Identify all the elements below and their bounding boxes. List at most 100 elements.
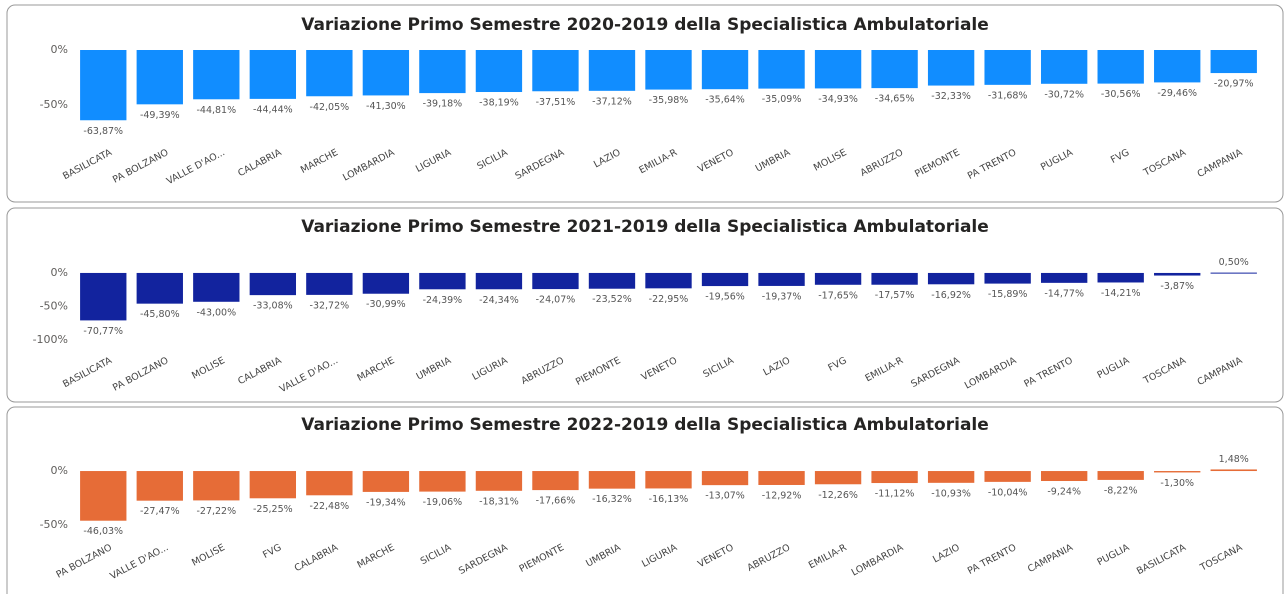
bar bbox=[758, 272, 805, 286]
value-label: 0,50% bbox=[1219, 257, 1249, 268]
bar bbox=[532, 50, 579, 92]
value-label: -44,81% bbox=[196, 105, 236, 116]
bar bbox=[758, 471, 805, 485]
chart-title: Variazione Primo Semestre 2020-2019 dell… bbox=[301, 15, 989, 35]
value-label: -22,95% bbox=[649, 294, 689, 305]
value-label: -34,93% bbox=[818, 94, 858, 105]
bar bbox=[475, 471, 523, 491]
bar bbox=[927, 50, 975, 86]
bar bbox=[419, 272, 466, 290]
value-label: -63,87% bbox=[83, 126, 123, 137]
value-label: -8,22% bbox=[1104, 485, 1138, 496]
value-label: -12,92% bbox=[762, 490, 802, 501]
bar bbox=[1097, 50, 1144, 84]
bar bbox=[588, 50, 636, 91]
value-label: -17,57% bbox=[875, 290, 915, 301]
value-label: -31,68% bbox=[988, 90, 1028, 101]
bar bbox=[871, 471, 918, 484]
value-label: -3,87% bbox=[1160, 281, 1194, 292]
panel bbox=[6, 406, 1284, 594]
value-label: -24,07% bbox=[536, 295, 576, 306]
bar bbox=[1040, 272, 1088, 283]
value-label: -16,92% bbox=[931, 290, 971, 301]
bar bbox=[1097, 471, 1144, 480]
value-label: -39,18% bbox=[423, 99, 463, 110]
bar bbox=[249, 50, 297, 99]
y-tick-label: -50% bbox=[40, 98, 68, 111]
bar bbox=[419, 50, 466, 94]
value-label: -27,22% bbox=[196, 506, 236, 517]
bar bbox=[193, 272, 240, 302]
value-label: -11,12% bbox=[875, 489, 915, 500]
bar bbox=[1210, 50, 1257, 74]
bar bbox=[1210, 272, 1257, 274]
value-label: -14,77% bbox=[1044, 288, 1084, 299]
bar bbox=[475, 272, 523, 290]
bar bbox=[871, 50, 918, 89]
bar bbox=[249, 471, 297, 499]
y-tick-label: -100% bbox=[33, 333, 68, 346]
value-label: -30,56% bbox=[1101, 89, 1141, 100]
value-label: -17,65% bbox=[818, 290, 858, 301]
bar bbox=[249, 272, 297, 296]
value-label: -30,99% bbox=[366, 299, 406, 310]
bar bbox=[306, 50, 353, 97]
y-tick-label: -50% bbox=[40, 518, 68, 531]
bar bbox=[362, 272, 410, 294]
value-label: -45,80% bbox=[140, 309, 180, 320]
value-label: -19,56% bbox=[705, 292, 745, 303]
value-label: -32,72% bbox=[310, 300, 350, 311]
value-label: -29,46% bbox=[1157, 88, 1197, 99]
bar bbox=[136, 272, 183, 304]
value-label: -17,66% bbox=[536, 496, 576, 507]
value-label: -13,07% bbox=[705, 491, 745, 502]
value-label: -33,08% bbox=[253, 301, 293, 312]
value-label: -15,89% bbox=[988, 289, 1028, 300]
bar bbox=[701, 272, 749, 287]
bar bbox=[1040, 471, 1088, 482]
value-label: -10,93% bbox=[931, 488, 971, 499]
bar bbox=[1154, 471, 1201, 473]
bar bbox=[306, 471, 353, 496]
bar bbox=[984, 272, 1031, 284]
bar bbox=[80, 272, 127, 321]
bar bbox=[871, 272, 918, 285]
chart-title: Variazione Primo Semestre 2021-2019 dell… bbox=[301, 217, 989, 237]
value-label: -35,64% bbox=[705, 95, 745, 106]
bar bbox=[1210, 469, 1257, 472]
bar bbox=[362, 471, 410, 492]
value-label: -38,19% bbox=[479, 98, 519, 109]
bar bbox=[758, 50, 805, 89]
value-label: -16,13% bbox=[649, 494, 689, 505]
bar bbox=[814, 471, 862, 485]
value-label: -44,44% bbox=[253, 104, 293, 115]
y-tick-label: -50% bbox=[40, 299, 68, 312]
bar bbox=[984, 471, 1031, 482]
bar bbox=[306, 272, 353, 295]
bar bbox=[588, 471, 636, 489]
value-label: -35,98% bbox=[649, 95, 689, 106]
bar bbox=[645, 50, 692, 90]
value-label: -70,77% bbox=[83, 326, 123, 337]
bar bbox=[532, 272, 579, 290]
value-label: -34,65% bbox=[875, 94, 915, 105]
bar bbox=[136, 471, 183, 501]
value-label: -14,21% bbox=[1101, 288, 1141, 299]
y-tick-label: 0% bbox=[51, 266, 68, 279]
value-label: -43,00% bbox=[196, 307, 236, 318]
bar bbox=[80, 50, 127, 121]
bar bbox=[814, 50, 862, 89]
value-label: -18,31% bbox=[479, 496, 519, 507]
value-label: -1,30% bbox=[1160, 478, 1194, 489]
value-label: -19,37% bbox=[762, 291, 802, 302]
value-label: -25,25% bbox=[253, 504, 293, 515]
bar bbox=[645, 471, 692, 489]
value-label: -22,48% bbox=[310, 501, 350, 512]
value-label: -37,51% bbox=[536, 97, 576, 108]
value-label: -23,52% bbox=[592, 294, 632, 305]
bar bbox=[1097, 272, 1144, 283]
value-label: 1,48% bbox=[1219, 454, 1249, 465]
bar bbox=[1154, 272, 1201, 276]
value-label: -24,34% bbox=[479, 295, 519, 306]
